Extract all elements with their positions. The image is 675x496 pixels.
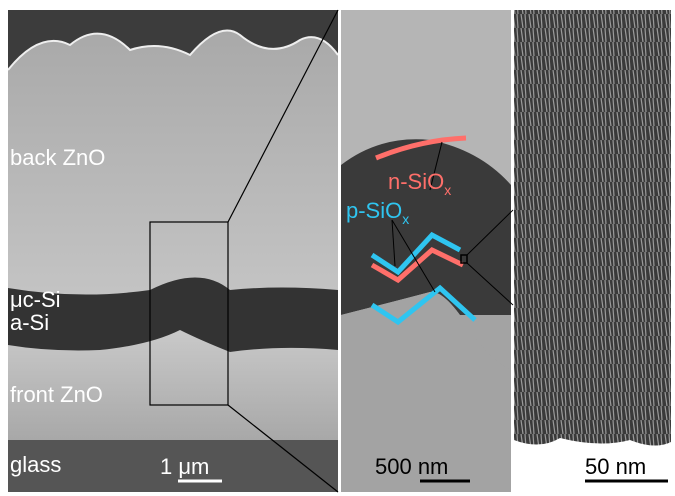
panel-hrtem: 50 nm (514, 10, 671, 492)
layer-label: glass (10, 452, 61, 477)
layer-label: front ZnO (10, 382, 103, 407)
panel-zoom: n-SiOx p-SiOx 500 nm (341, 10, 513, 492)
annotation-subscript: x (444, 182, 451, 198)
layer-label: back ZnO (10, 145, 105, 170)
panel-cross-section (8, 10, 338, 492)
annotation-text: p-SiO (346, 198, 402, 223)
annotation-text: n-SiO (388, 169, 444, 194)
annotation: p-SiOx (346, 198, 409, 227)
annotation: n-SiOx (388, 169, 451, 198)
figure: back ZnO μc-Si a-Si front ZnO glass 1 μm… (0, 0, 675, 496)
scale-bar-label: 1 μm (160, 454, 209, 479)
layer-label: a-Si (10, 310, 49, 335)
scale-bar-label: 500 nm (375, 454, 448, 479)
scale-bar-label: 50 nm (585, 454, 646, 479)
layer-label: μc-Si (10, 287, 61, 312)
annotation-subscript: x (402, 211, 409, 227)
